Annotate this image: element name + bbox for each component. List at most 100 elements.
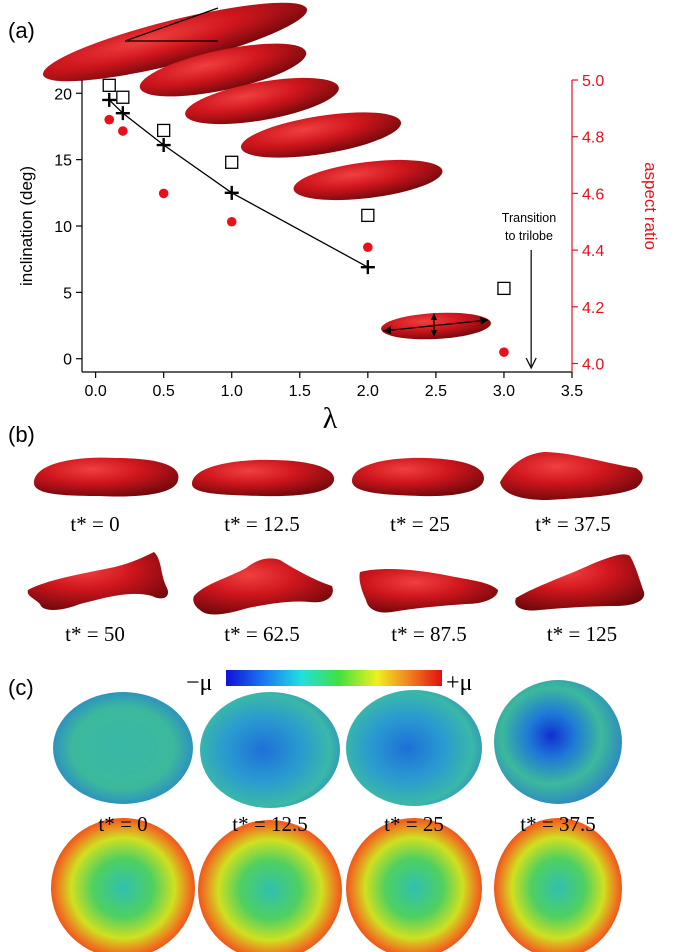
ellipsoid-shape-5	[293, 159, 443, 201]
square-marker	[116, 90, 130, 104]
aspect-ratio-dot	[363, 242, 373, 253]
time-label: t* = 37.5	[535, 512, 610, 536]
cell-potential-t25	[346, 690, 482, 806]
time-label: t* = 25	[390, 512, 450, 536]
chart-marks	[102, 78, 511, 357]
time-label: t* = 0	[98, 812, 147, 836]
y-tick-label: 0	[63, 352, 72, 369]
length-arrow-head-left	[383, 326, 391, 334]
y2-tick-label: 4.8	[582, 130, 604, 147]
square-marker	[157, 123, 171, 138]
time-label: t* = 125	[547, 622, 617, 646]
square-marker	[102, 78, 116, 92]
chart-axes: 0.0 0.5 1.0 1.5 2.0 2.5 3.0 3.5 0 5 10 15 20 4.0 4.2…	[17, 73, 660, 435]
y-tick-label: 10	[54, 219, 72, 236]
aspect-ratio-dot	[104, 114, 115, 125]
y2-tick-label: 4.6	[582, 186, 604, 203]
inclination-axis-line	[124, 7, 219, 42]
annotation-line-2: to trilobe	[505, 229, 553, 243]
width-arrow-head-top	[431, 313, 437, 320]
x-tick-label: 1.0	[221, 383, 243, 400]
y2-tick-label: 5.0	[582, 73, 604, 90]
y-tick-label: 5	[63, 285, 72, 302]
shape-t50	[27, 552, 169, 610]
x-tick-label: 1.5	[289, 383, 311, 400]
annotation-arrow-head	[525, 357, 537, 370]
y2-ticks: 4.0 4.2 4.4 4.6 4.8 5.0	[572, 73, 604, 373]
cell-potential-side-3	[346, 818, 482, 952]
plus-marker	[224, 185, 239, 200]
shape-t87-5	[359, 569, 498, 613]
x-ticks: 0.0 0.5 1.0 1.5 2.0 2.5 3.0 3.5	[84, 372, 583, 400]
shape-t62-5	[193, 558, 333, 615]
plus-marker	[360, 260, 375, 275]
shape-t0	[34, 457, 179, 497]
x-tick-label: 2.5	[425, 383, 447, 400]
shape-t125	[515, 554, 645, 611]
cell-potential-side-4	[494, 818, 622, 952]
y-tick-label: 20	[54, 86, 72, 103]
cell-potential-side-2	[198, 820, 342, 952]
time-label: t* = 62.5	[224, 622, 299, 646]
transition-annotation: Transition to trilobe	[502, 211, 556, 370]
y2-tick-label: 4.0	[582, 356, 604, 373]
y2-tick-label: 4.4	[582, 243, 604, 260]
cell-potential-t37-5	[494, 680, 622, 804]
y-ticks: 0 5 10 15 20	[54, 86, 82, 369]
plus-marker	[115, 106, 130, 121]
panel-label-c: (c)	[8, 675, 34, 700]
x-tick-label: 2.0	[357, 383, 379, 400]
panel-c-colorbar: −μ +μ	[186, 670, 472, 696]
square-marker	[361, 208, 375, 223]
aspect-ratio-dot	[499, 347, 509, 357]
width-arrow-head-bottom	[431, 330, 437, 337]
time-label: t* = 87.5	[391, 622, 466, 646]
aspect-ratio-dot	[118, 126, 128, 136]
ellipsoid-shape-1	[42, 2, 308, 82]
shape-t12-5	[192, 459, 335, 497]
cell-potential-t12-5	[200, 692, 340, 808]
panel-label-a: (a)	[8, 18, 35, 43]
panel-label-b: (b)	[8, 422, 35, 447]
y2-tick-label: 4.2	[582, 300, 604, 317]
y2-axis-label: aspect ratio	[641, 162, 660, 250]
ellipsoid-shape-3	[185, 77, 339, 125]
y-axis-label: inclination (deg)	[17, 166, 36, 286]
time-label: t* = 0	[70, 512, 119, 536]
annotation-line-1: Transition	[502, 211, 556, 225]
shape-t25	[352, 457, 484, 497]
colorbar	[226, 670, 442, 686]
aspect-ratio-dot	[226, 216, 237, 227]
panel-c-cells	[51, 680, 622, 952]
panel-c-labels: t* = 0 t* = 12.5 t* = 25 t* = 37.5	[98, 812, 595, 836]
plus-marker	[156, 138, 171, 153]
x-axis-label: λ	[323, 402, 338, 435]
length-arrow	[382, 319, 489, 332]
x-tick-label: 3.0	[493, 383, 515, 400]
shape-t37-5	[500, 452, 643, 500]
panel-b-labels: t* = 0 t* = 12.5 t* = 25 t* = 37.5 t* = …	[65, 512, 617, 646]
x-tick-label: 0.5	[153, 383, 175, 400]
time-label: t* = 25	[384, 812, 444, 836]
ellipsoid-insets	[42, 2, 491, 340]
x-tick-label: 3.5	[561, 383, 583, 400]
panel-b-shapes	[27, 452, 645, 615]
time-label: t* = 50	[65, 622, 125, 646]
length-arrow-head-right	[480, 317, 488, 325]
x-tick-label: 0.0	[84, 383, 106, 400]
cell-potential-t0	[53, 692, 193, 804]
colorbar-max-label: +μ	[446, 670, 472, 696]
ellipsoid-shape-2	[139, 43, 307, 97]
aspect-ratio-dot	[158, 188, 169, 199]
time-label: t* = 12.5	[232, 812, 307, 836]
y-tick-label: 15	[54, 153, 72, 170]
ellipsoid-shape-4	[240, 112, 402, 158]
cell-potential-side-1	[51, 818, 195, 952]
time-label: t* = 37.5	[520, 812, 595, 836]
time-label: t* = 12.5	[224, 512, 299, 536]
plus-marker	[102, 92, 117, 107]
colorbar-min-label: −μ	[186, 670, 212, 696]
square-marker	[497, 281, 511, 296]
square-marker	[225, 155, 239, 169]
